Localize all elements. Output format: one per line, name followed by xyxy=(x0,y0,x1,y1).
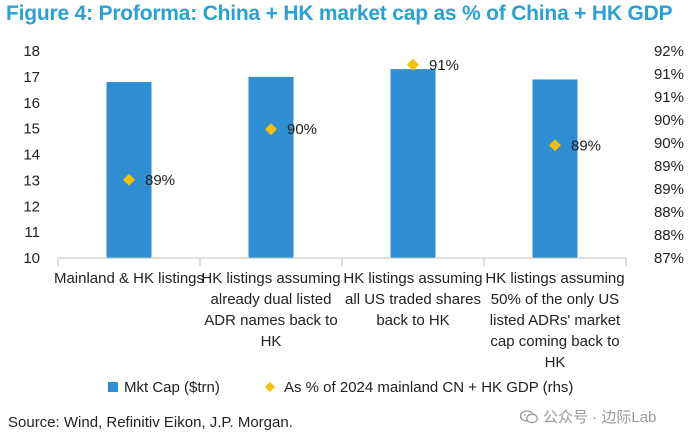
category-label-line: Mainland & HK listings xyxy=(54,270,204,287)
category-label-line: back to HK xyxy=(376,312,449,329)
right-tick-label: 91% xyxy=(654,66,684,83)
gdp-point xyxy=(123,173,135,186)
right-axis-ticks: 87% 88% 88% 89% 89% 90% 90% 91% 91% 92% xyxy=(654,43,684,267)
bars xyxy=(106,69,578,259)
category-label: Mainland & HK listings xyxy=(54,270,204,287)
legend-swatch-mkt-cap xyxy=(108,382,118,392)
right-tick-label: 88% xyxy=(654,227,684,244)
legend: Mkt Cap ($trn) As % of 2024 mainland CN … xyxy=(108,379,573,396)
source-note: Source: Wind, Refinitiv Eikon, J.P. Morg… xyxy=(8,414,293,431)
wechat-icon xyxy=(520,410,538,424)
right-tick-label: 89% xyxy=(654,158,684,175)
left-axis-ticks: 10 11 12 13 14 15 16 17 18 xyxy=(23,43,40,267)
gdp-point xyxy=(407,58,419,71)
bar xyxy=(106,82,152,258)
category-label-line: ADR names back to xyxy=(204,312,337,329)
left-tick-label: 17 xyxy=(23,69,40,86)
left-tick-label: 14 xyxy=(23,147,40,164)
right-tick-label: 88% xyxy=(654,204,684,221)
category-label-line: already dual listed xyxy=(211,291,332,308)
left-tick-label: 10 xyxy=(23,250,40,267)
watermark: 公众号 · 边际Lab xyxy=(520,406,656,427)
bar xyxy=(390,69,436,258)
legend-swatch-gdp-pct xyxy=(265,382,275,392)
category-label: HK listings assuming 50% of the only US li… xyxy=(485,270,624,371)
gdp-data-label: 90% xyxy=(287,121,317,138)
left-tick-label: 18 xyxy=(23,43,40,60)
gdp-points: 89% 90% 91% 89% xyxy=(123,57,601,189)
bar xyxy=(532,79,578,259)
right-tick-label: 89% xyxy=(654,181,684,198)
right-tick-label: 90% xyxy=(654,135,684,152)
left-tick-label: 13 xyxy=(23,172,40,189)
left-tick-label: 11 xyxy=(24,224,40,241)
left-tick-label: 12 xyxy=(23,198,40,215)
right-tick-label: 90% xyxy=(654,112,684,129)
right-tick-label: 92% xyxy=(654,43,684,60)
gdp-point xyxy=(549,139,561,152)
watermark-text: 公众号 · 边际Lab xyxy=(543,409,657,426)
legend-label-gdp-pct: As % of 2024 mainland CN + HK GDP (rhs) xyxy=(284,379,573,396)
gdp-data-label: 91% xyxy=(429,57,459,74)
category-label-line: HK listings assuming xyxy=(343,270,482,287)
category-label: HK listings assuming already dual listed A… xyxy=(201,270,340,350)
category-label-line: HK listings assuming xyxy=(485,270,624,287)
gdp-data-label: 89% xyxy=(571,137,601,154)
category-label-line: all US traded shares xyxy=(345,291,481,308)
category-label-line: 50% of the only US xyxy=(491,291,619,308)
gdp-point xyxy=(265,123,277,136)
gdp-data-label: 89% xyxy=(145,172,175,189)
category-label-line: HK listings assuming xyxy=(201,270,340,287)
bar xyxy=(248,76,294,258)
category-label-line: listed ADRs' market xyxy=(490,312,621,329)
left-tick-label: 16 xyxy=(23,95,40,112)
category-label: HK listings assuming all US traded shares… xyxy=(343,270,482,329)
right-tick-label: 91% xyxy=(654,89,684,106)
chart-title: Figure 4: Proforma: China + HK market ca… xyxy=(6,2,673,25)
category-label-line: HK xyxy=(545,354,566,371)
legend-label-mkt-cap: Mkt Cap ($trn) xyxy=(124,379,220,396)
category-label-line: cap coming back to xyxy=(490,333,619,350)
category-label-line: HK xyxy=(261,333,282,350)
left-tick-label: 15 xyxy=(23,121,40,138)
right-tick-label: 87% xyxy=(654,250,684,267)
category-dividers xyxy=(57,258,627,266)
